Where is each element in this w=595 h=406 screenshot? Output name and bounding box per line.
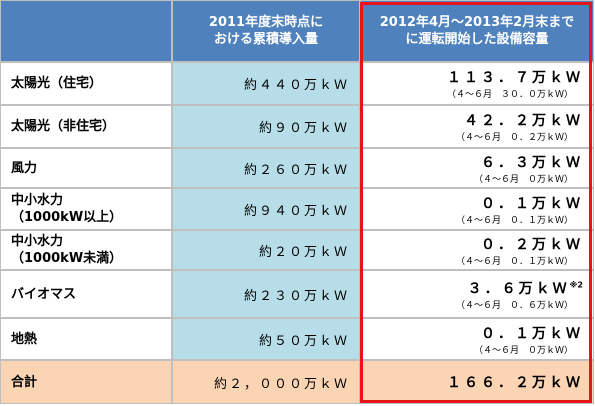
detail-text: （４～６月 ０．１万ｋＷ） xyxy=(455,256,573,267)
header-cell: 2011年度末時点に おける累積導入量 xyxy=(172,0,360,62)
capacity-cell: ０．１万ｋＷ （４～６月 ０万ｋＷ） xyxy=(360,318,594,360)
capacity-text: ６．３万ｋＷ xyxy=(481,154,583,171)
capacity-cell: ０．１万ｋＷ （４～６月 ０．１万ｋＷ） xyxy=(360,188,594,230)
cumulative-text: 約９０万ｋＷ xyxy=(258,121,349,136)
capacity-line: ４２．２万ｋＷ xyxy=(464,110,583,130)
cumulative-cell: 約９４０万ｋＷ xyxy=(172,188,360,230)
capacity-text: １１３．７万ｋＷ xyxy=(447,70,583,86)
header-text: 2012年4月～2013年2月末まで に運転開始した設備容量 xyxy=(379,15,575,47)
capacity-text: ０．２万ｋＷ xyxy=(481,236,583,253)
cumulative-text: 約４４０万ｋＷ xyxy=(243,78,349,93)
cumulative-text: 約５０万ｋＷ xyxy=(258,333,349,349)
capacity-line: ３．６万ｋＷ※2 xyxy=(468,278,583,298)
name-text: バイオマス xyxy=(11,286,77,302)
detail-text: （４～６月 ３０．０万ｋＷ） xyxy=(446,90,573,100)
capacity-cell: ０．２万ｋＷ （４～６月 ０．１万ｋＷ） xyxy=(360,230,594,270)
name-text: 太陽光（非住宅） xyxy=(11,119,116,134)
cumulative-cell: 約９０万ｋＷ xyxy=(172,105,360,148)
name-cell: 風力 xyxy=(0,148,172,188)
total-name-cell: 合計 xyxy=(0,360,172,404)
total-capacity: １６６．２万ｋＷ xyxy=(447,375,583,391)
total-cumulative: 約２，０００万ｋＷ xyxy=(213,376,349,392)
cumulative-cell: 約５０万ｋＷ xyxy=(172,318,360,360)
name-cell: 中小水力 （1000kW未満） xyxy=(0,230,172,270)
cumulative-cell: 約２３０万ｋＷ xyxy=(172,270,360,318)
capacity-line: １１３．７万ｋＷ xyxy=(447,67,583,87)
detail-text: （４～６月 ０万ｋＷ） xyxy=(473,345,573,356)
capacity-text: ０．１万ｋＷ xyxy=(481,325,583,342)
capacity-text: ３．６万ｋＷ xyxy=(467,280,570,297)
capacity-line: ０．１万ｋＷ xyxy=(481,193,583,213)
note: ※2 xyxy=(569,279,583,289)
capacity-cell: ６．３万ｋＷ （４～６月 ０万ｋＷ） xyxy=(360,148,594,188)
name-cell: 太陽光（非住宅） xyxy=(0,105,172,148)
name-text: 太陽光（住宅） xyxy=(11,76,103,91)
name-text: （1000kW未満） xyxy=(11,251,123,266)
header-text: 2011年度末時点に おける累積導入量 xyxy=(208,15,324,47)
detail-text: （４～６月 ０万ｋＷ） xyxy=(473,174,573,185)
detail-text: （４～６月 ０．６万ｋＷ） xyxy=(455,300,573,311)
cumulative-cell: 約２６０万ｋＷ xyxy=(172,148,360,188)
cumulative-text: 約９４０万ｋＷ xyxy=(243,203,349,219)
name-cell: 中小水力 （1000kW以上） xyxy=(0,188,172,230)
capacity-text: ４２．２万ｋＷ xyxy=(464,113,583,129)
name-cell: 太陽光（住宅） xyxy=(0,62,172,105)
detail-text: （４～６月 ０．１万ｋＷ） xyxy=(455,215,573,226)
name-text: （1000kW以上） xyxy=(11,210,123,225)
total-name: 合計 xyxy=(11,374,38,390)
capacity-line: ０．２万ｋＷ xyxy=(481,234,583,254)
cumulative-cell: 約２０万ｋＷ xyxy=(172,230,360,270)
total-capacity-cell: １６６．２万ｋＷ xyxy=(360,360,594,404)
header-cell: 2012年4月～2013年2月末まで に運転開始した設備容量 xyxy=(360,0,594,62)
header-cell xyxy=(0,0,172,62)
capacity-line: ０．１万ｋＷ xyxy=(481,323,583,343)
capacity-cell: ３．６万ｋＷ※2 （４～６月 ０．６万ｋＷ） xyxy=(360,270,594,318)
cumulative-text: 約２０万ｋＷ xyxy=(258,244,349,260)
name-text: 中小水力 xyxy=(11,234,64,249)
name-text: 風力 xyxy=(11,160,38,176)
total-cumulative-cell: 約２，０００万ｋＷ xyxy=(172,360,360,404)
name-cell: バイオマス xyxy=(0,270,172,318)
cumulative-text: 約２６０万ｋＷ xyxy=(243,162,349,178)
cumulative-text: 約２３０万ｋＷ xyxy=(243,288,349,304)
capacity-text: ０．１万ｋＷ xyxy=(481,195,583,212)
name-cell: 地熱 xyxy=(0,318,172,360)
capacity-line: ６．３万ｋＷ xyxy=(481,152,583,172)
highlight-border xyxy=(360,2,592,403)
name-text: 中小水力 xyxy=(11,193,64,208)
cumulative-cell: 約４４０万ｋＷ xyxy=(172,62,360,105)
name-text: 地熱 xyxy=(11,331,38,347)
detail-text: （４～６月 ０．２万ｋＷ） xyxy=(455,133,573,143)
